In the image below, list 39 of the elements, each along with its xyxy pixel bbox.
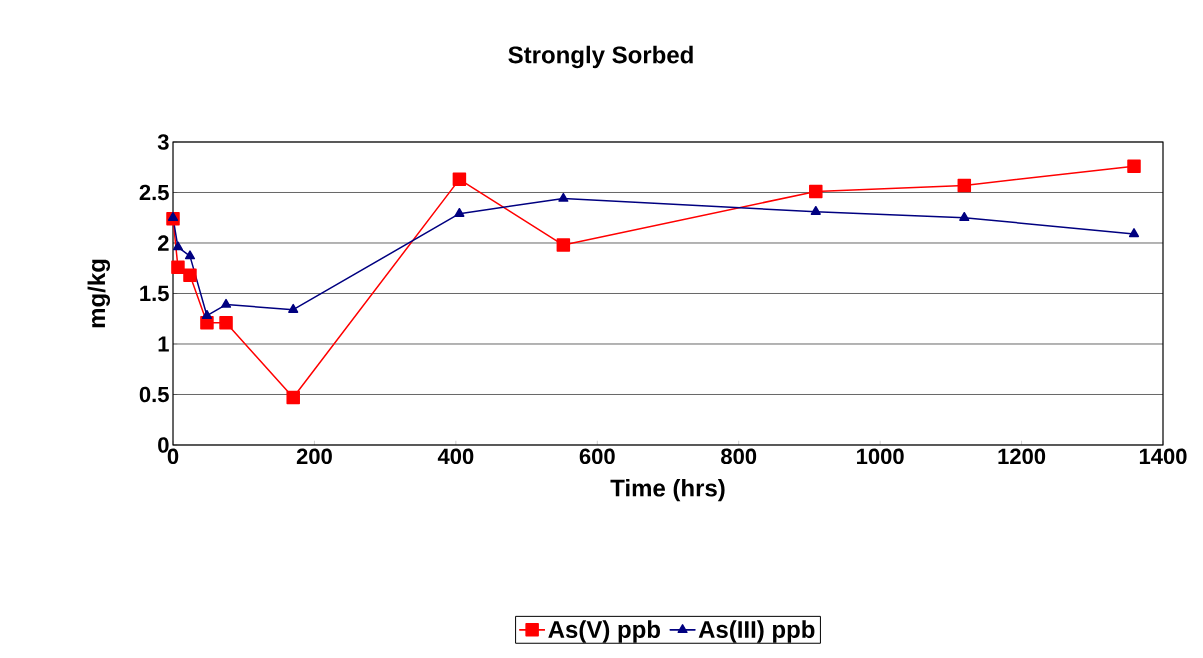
y-axis-title: mg/kg [87, 259, 111, 328]
x-tick-label: 1000 [857, 448, 904, 465]
point [452, 172, 467, 187]
x-tick-label: 1200 [998, 448, 1046, 465]
point [183, 268, 197, 283]
x-tick-label: 800 [721, 448, 757, 465]
point [220, 298, 232, 308]
point [172, 241, 184, 251]
x-tick-label: 400 [437, 448, 474, 465]
chart-title: Strongly Sorbed [508, 45, 693, 69]
y-tick-label: 2.5 [139, 184, 169, 201]
y-tick-label: 0 [158, 437, 169, 453]
point [201, 309, 213, 319]
y-tick-label: 0.5 [139, 386, 169, 403]
y-tick-label: 2 [158, 235, 169, 251]
x-tick-label: 200 [296, 448, 332, 465]
x-axis-title: Time (hrs) [610, 478, 725, 502]
x-tick-label: 1400 [1139, 448, 1187, 465]
legend-label: As(V) ppb [548, 620, 660, 643]
point [1128, 228, 1140, 238]
point [556, 238, 571, 252]
point [184, 250, 196, 260]
legend-label: As(III) ppb [698, 620, 815, 643]
point [810, 205, 821, 215]
point [286, 390, 300, 405]
point [171, 260, 185, 274]
y-tick-label: 1.5 [140, 285, 169, 302]
point [959, 211, 970, 221]
point [167, 211, 179, 221]
point [219, 316, 233, 330]
point [454, 207, 465, 217]
y-tick-label: 3 [157, 134, 169, 150]
point [957, 178, 972, 193]
y-tick-label: 1 [158, 336, 169, 352]
point [809, 184, 823, 199]
point [558, 192, 569, 202]
point [288, 303, 299, 313]
point [1127, 159, 1141, 173]
x-tick-label: 600 [579, 448, 615, 465]
